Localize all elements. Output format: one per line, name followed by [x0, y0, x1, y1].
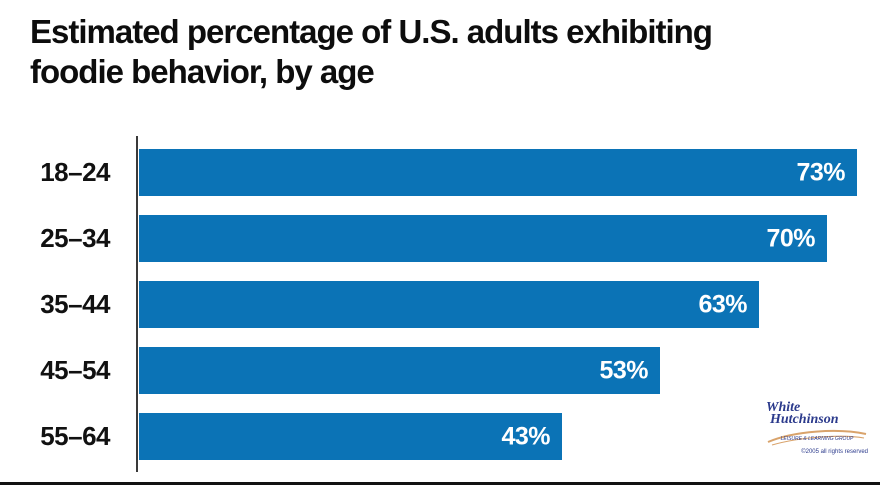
- logo-swoosh-icon: LEISURE & LEARNING GROUP: [767, 429, 867, 446]
- chart-title-line1: Estimated percentage of U.S. adults exhi…: [30, 13, 713, 50]
- logo-copyright: ©2005 all rights reserved: [801, 449, 868, 455]
- bar-row: 35–44 63%: [0, 281, 880, 328]
- category-label: 35–44: [40, 289, 110, 319]
- bar-row: 18–24 73%: [0, 149, 880, 196]
- logo-name-line1: White: [766, 400, 801, 415]
- bar-rows: 18–24 73% 25–34 70% 35–44 63% 45–54 53% 55–64 43%: [0, 149, 880, 479]
- category-label: 55–64: [40, 421, 110, 451]
- chart-title: Estimated percentage of U.S. adults exhi…: [30, 12, 713, 92]
- bar-row: 55–64 43%: [0, 413, 880, 460]
- chart-title-line2: foodie behavior, by age: [30, 53, 375, 90]
- bar-18–24: 73%: [139, 149, 857, 196]
- value-label: 70%: [766, 224, 815, 252]
- category-label: 18–24: [40, 157, 110, 187]
- value-label: 63%: [698, 290, 747, 318]
- bar-25–34: 70%: [139, 215, 827, 262]
- bar-row: 25–34 70%: [0, 215, 880, 262]
- category-label: 45–54: [40, 355, 110, 385]
- bar-45–54: 53%: [139, 347, 660, 394]
- logo-tagline: LEISURE & LEARNING GROUP: [781, 436, 854, 442]
- bar-row: 45–54 53%: [0, 347, 880, 394]
- value-label: 53%: [599, 356, 648, 384]
- bar-55–64: 43%: [139, 413, 562, 460]
- value-label: 73%: [796, 158, 845, 186]
- bottom-divider: [0, 482, 880, 485]
- logo-name-line2: Hutchinson: [770, 412, 839, 427]
- white-hutchinson-logo: White Hutchinson LEISURE & LEARNING GROU…: [766, 400, 874, 456]
- logo-name: White Hutchinson: [766, 400, 874, 427]
- bar-35–44: 63%: [139, 281, 759, 328]
- y-axis-line: [136, 136, 138, 472]
- category-label: 25–34: [40, 223, 110, 253]
- value-label: 43%: [501, 422, 550, 450]
